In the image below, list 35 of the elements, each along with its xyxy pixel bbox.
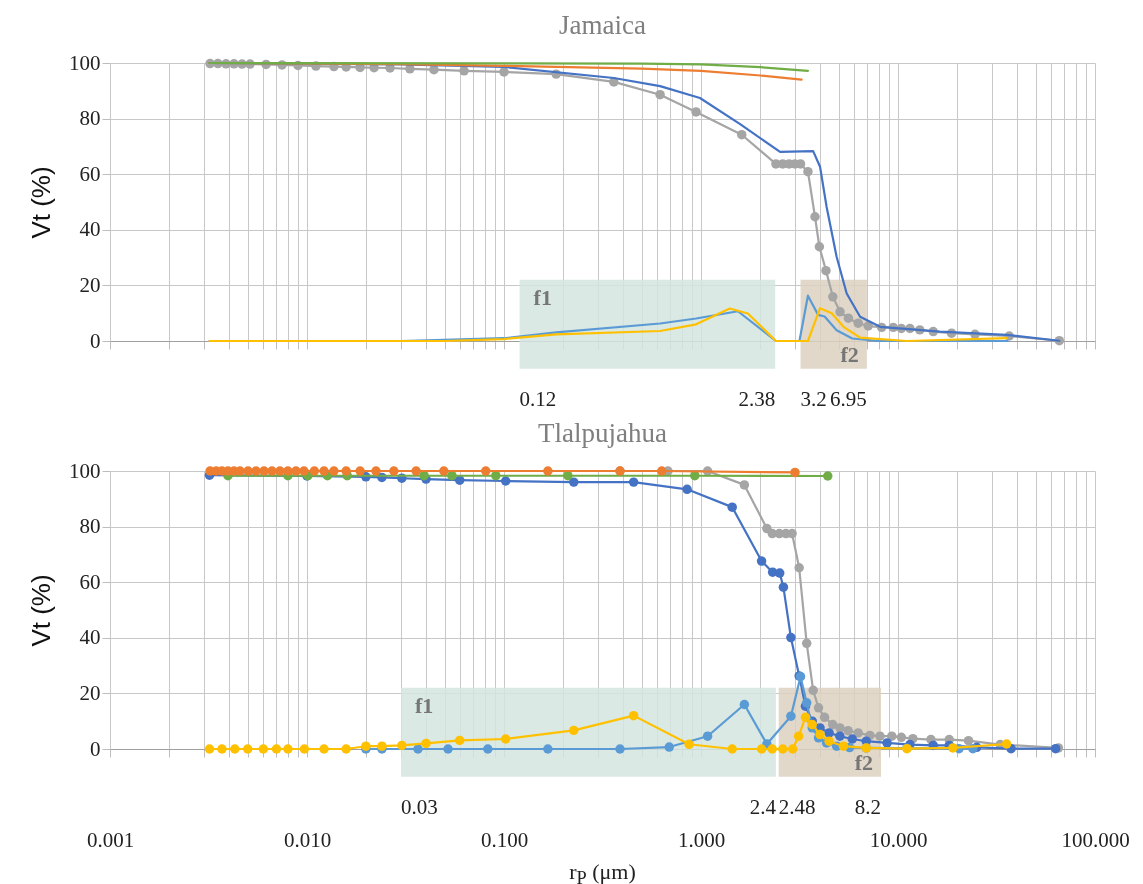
x-axis-title: r$_{P}$ (μm) (568, 859, 637, 884)
y-tick-label: 20 (79, 272, 101, 297)
text: 6.95 (830, 386, 867, 411)
y-tick-label: 60 (79, 569, 101, 594)
x-tick-label: 0.010 (283, 827, 332, 852)
band-label: f2 (840, 341, 859, 367)
band-label: f1 (533, 284, 552, 310)
x-tick-label: 0.100 (480, 827, 529, 852)
chart-title: Tlalpujahua (538, 418, 667, 448)
chart-title: Jamaica (559, 10, 646, 40)
text: 3.2 (800, 386, 827, 411)
y-tick-label: 40 (79, 625, 101, 650)
y-axis-title: Vt (%) (26, 166, 56, 239)
text: 0.12 (519, 386, 557, 411)
text: 2.4 (749, 794, 777, 819)
y-axis-title: Vt (%) (26, 574, 56, 647)
text: 2.38 (738, 386, 776, 411)
band-label: f2 (854, 749, 874, 775)
y-tick-label: 100 (69, 50, 101, 75)
x-tick-label: 0.001 (86, 827, 135, 852)
y-tick-label: 60 (79, 161, 101, 186)
y-tick-label: 100 (69, 458, 101, 483)
y-tick-label: 80 (79, 514, 101, 539)
y-tick-label: 0 (90, 328, 101, 353)
x-tick-label: 100.000 (1061, 827, 1130, 852)
text: 2.48 (778, 794, 816, 819)
text: 0.03 (400, 794, 438, 819)
y-tick-label: 80 (79, 106, 101, 131)
band-label: f1 (414, 692, 434, 718)
y-tick-label: 20 (79, 680, 101, 705)
text: 8.2 (854, 794, 882, 819)
y-tick-label: 0 (90, 736, 101, 761)
y-tick-label: 40 (79, 217, 101, 242)
x-tick-label: 1.000 (677, 827, 726, 852)
x-tick-label: 10.000 (869, 827, 928, 852)
